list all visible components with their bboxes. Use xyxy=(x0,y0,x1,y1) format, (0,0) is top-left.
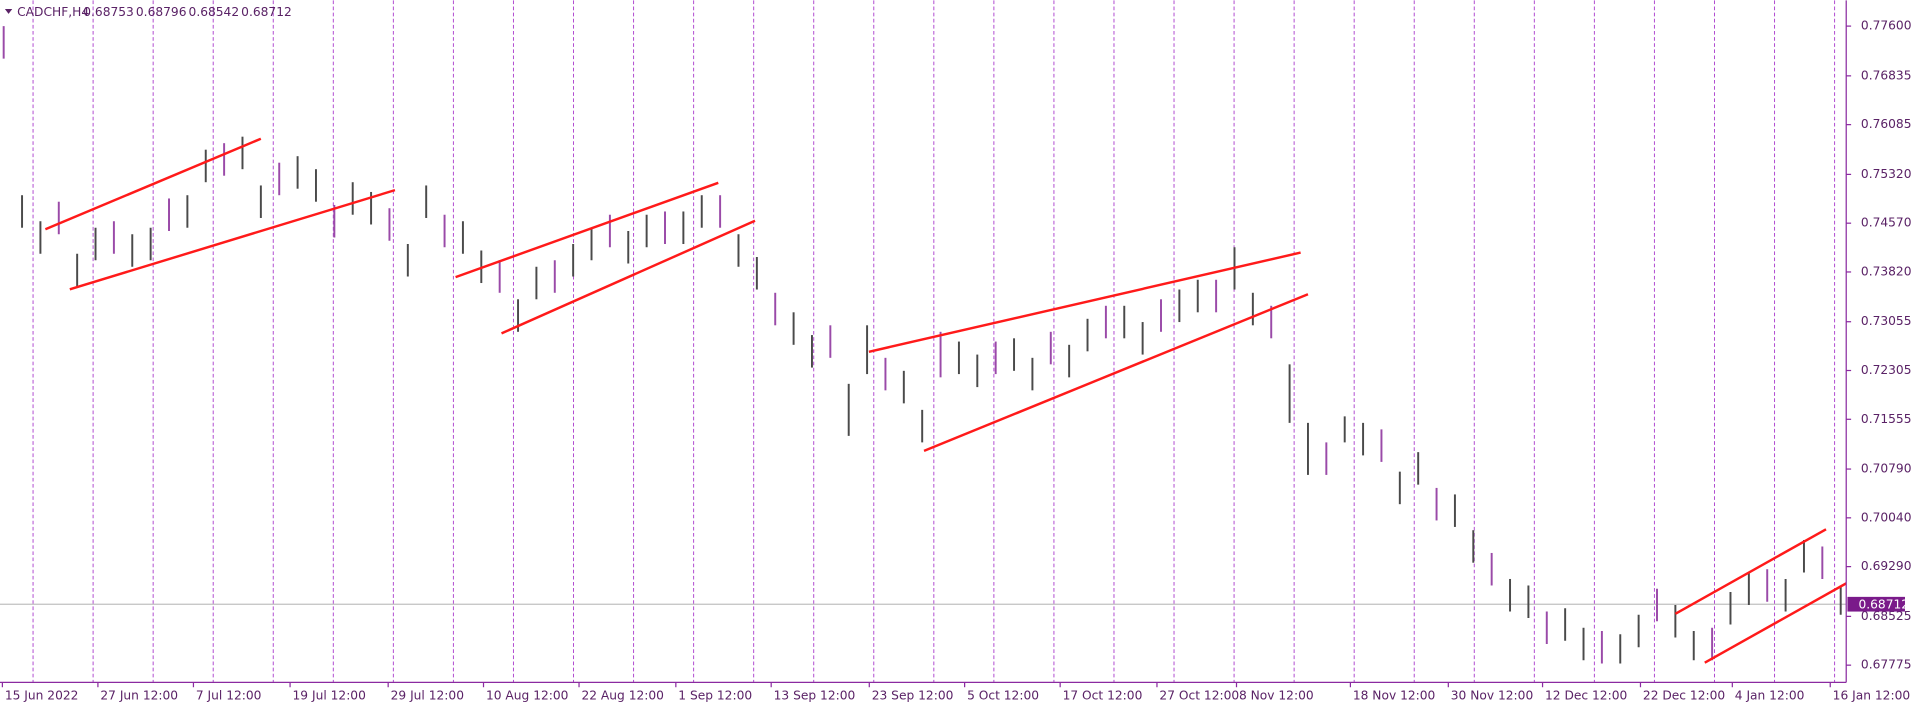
x-tick-label: 22 Dec 12:00 xyxy=(1643,688,1725,702)
high-value: 0.68796 xyxy=(136,5,187,19)
close-value: 0.68712 xyxy=(241,5,292,19)
x-tick-label: 16 Jan 12:00 xyxy=(1833,688,1910,702)
y-tick-label: 0.69290 xyxy=(1861,559,1912,573)
y-tick-label: 0.73820 xyxy=(1861,264,1912,278)
y-tick-label: 0.67775 xyxy=(1861,658,1912,672)
x-tick-label: 7 Jul 12:00 xyxy=(196,688,262,702)
x-tick-label: 12 Dec 12:00 xyxy=(1545,688,1627,702)
x-tick-label: 4 Jan 12:00 xyxy=(1735,688,1805,702)
x-tick-label: 13 Sep 12:00 xyxy=(774,688,856,702)
plot-area xyxy=(0,26,1847,664)
x-tick-label: 5 Oct 12:00 xyxy=(967,688,1039,702)
x-tick-label: 18 Nov 12:00 xyxy=(1353,688,1435,702)
period-separators xyxy=(32,0,1836,683)
x-tick-label: 22 Aug 12:00 xyxy=(581,688,664,702)
trendline xyxy=(923,293,1309,453)
trendline xyxy=(44,137,262,231)
x-tick-label: 27 Jun 12:00 xyxy=(100,688,178,702)
trendline xyxy=(1704,581,1847,664)
x-tick-label: 23 Sep 12:00 xyxy=(872,688,954,702)
y-tick-label: 0.77600 xyxy=(1861,19,1912,33)
y-tick-label: 0.76085 xyxy=(1861,117,1912,131)
x-tick-label: 30 Nov 12:00 xyxy=(1451,688,1533,702)
y-tick-label: 0.72305 xyxy=(1861,363,1912,377)
x-tick-label: 19 Jul 12:00 xyxy=(293,688,366,702)
x-tick-label: 17 Oct 12:00 xyxy=(1063,688,1143,702)
y-tick-label: 0.68525 xyxy=(1861,609,1912,623)
y-tick-label: 0.73055 xyxy=(1861,314,1912,328)
y-tick-label: 0.70040 xyxy=(1861,510,1912,524)
x-tick-label: 29 Jul 12:00 xyxy=(391,688,464,702)
trendline xyxy=(69,188,396,291)
x-tick-label: 10 Aug 12:00 xyxy=(486,688,569,702)
trendline xyxy=(501,219,756,335)
y-tick-label: 0.76835 xyxy=(1861,68,1912,82)
trendline xyxy=(868,251,1301,353)
symbol-label: CADCHF,H4 xyxy=(17,5,89,19)
y-tick-label: 0.71555 xyxy=(1861,412,1912,426)
y-tick-label: 0.75320 xyxy=(1861,167,1912,181)
x-tick-label: 15 Jun 2022 xyxy=(5,688,79,702)
x-tick-label: 1 Sep 12:00 xyxy=(678,688,752,702)
trendline xyxy=(455,181,719,279)
trendline xyxy=(1674,528,1827,615)
axes: 0.77600 0.76835 0.76085 0.75320 0.74570 0.738… xyxy=(1,19,1912,702)
low-value: 0.68542 xyxy=(189,5,240,19)
current-price-box xyxy=(1847,596,1905,612)
x-tick-label: 8 Nov 12:00 xyxy=(1239,688,1314,702)
menu-arrow[interactable] xyxy=(4,8,13,14)
x-tick-label: 27 Oct 12:00 xyxy=(1159,688,1239,702)
open-value: 0.68753 xyxy=(83,5,134,19)
y-tick-label: 0.70790 xyxy=(1861,462,1912,476)
y-tick-label: 0.74570 xyxy=(1861,216,1912,230)
current-price-label: 0.68712 xyxy=(1858,597,1909,611)
